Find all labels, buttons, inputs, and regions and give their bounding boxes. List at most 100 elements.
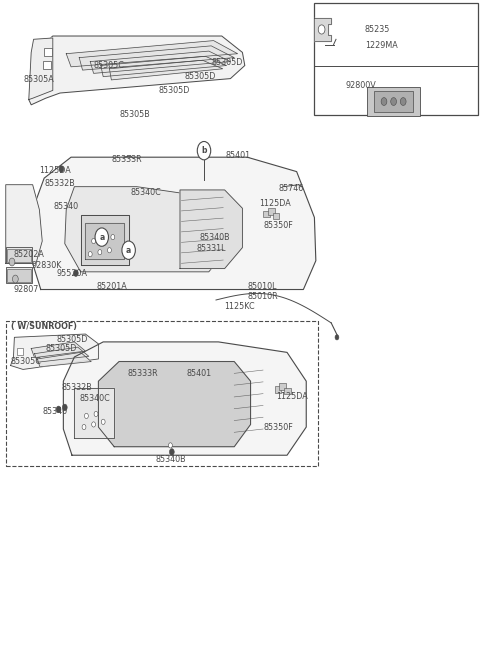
Text: 85305A: 85305A (24, 75, 55, 84)
Bar (6, 267, 32, 283)
Text: 85350F: 85350F (263, 422, 293, 432)
Text: b: b (320, 81, 325, 90)
Text: 85201A: 85201A (97, 282, 128, 291)
Bar (268, 208, 275, 215)
Text: 85010R: 85010R (248, 291, 278, 301)
Circle shape (98, 250, 102, 255)
Text: 85401: 85401 (226, 151, 251, 160)
Polygon shape (314, 18, 331, 41)
Text: 85746: 85746 (278, 184, 304, 193)
Circle shape (59, 166, 64, 172)
Circle shape (400, 98, 406, 105)
Circle shape (101, 419, 105, 424)
Text: 85331L: 85331L (197, 244, 226, 253)
Polygon shape (65, 187, 227, 272)
Text: 85340: 85340 (54, 202, 79, 211)
Text: 1125DA: 1125DA (39, 166, 71, 175)
Bar (314, 3, 478, 115)
Bar (17, 348, 23, 355)
Circle shape (168, 443, 172, 448)
Text: 92800V: 92800V (346, 81, 376, 90)
Text: 85305C: 85305C (11, 357, 41, 366)
Circle shape (88, 252, 92, 257)
Text: 85332B: 85332B (44, 179, 75, 188)
Bar (367, 87, 420, 116)
Text: a: a (322, 9, 326, 18)
Circle shape (94, 411, 98, 417)
Bar (44, 48, 52, 56)
Text: 85340B: 85340B (199, 233, 230, 242)
Text: 92807: 92807 (13, 285, 39, 294)
Text: 1125KC: 1125KC (225, 302, 255, 311)
Polygon shape (79, 46, 234, 70)
Circle shape (111, 234, 115, 240)
Circle shape (12, 275, 18, 283)
Circle shape (92, 238, 96, 244)
Text: 95520A: 95520A (57, 269, 88, 278)
Text: 85333R: 85333R (127, 369, 158, 378)
Polygon shape (98, 362, 251, 447)
Polygon shape (90, 51, 230, 73)
Circle shape (108, 248, 111, 253)
Text: 85202A: 85202A (13, 250, 44, 259)
Text: 85305D: 85305D (46, 344, 77, 353)
Polygon shape (81, 215, 129, 265)
Text: 85340B: 85340B (156, 455, 187, 464)
Polygon shape (101, 56, 227, 77)
Text: 85333R: 85333R (111, 155, 142, 164)
Text: 85305D: 85305D (211, 58, 242, 67)
Polygon shape (66, 41, 238, 67)
Polygon shape (63, 342, 306, 455)
Bar (275, 386, 281, 393)
Text: 85340: 85340 (42, 407, 67, 416)
Text: 85305D: 85305D (57, 335, 88, 344)
Polygon shape (37, 352, 91, 367)
Bar (279, 383, 286, 390)
Text: a: a (99, 233, 104, 242)
Text: 85305B: 85305B (120, 110, 151, 119)
Circle shape (318, 25, 325, 34)
Circle shape (335, 335, 339, 340)
Bar (263, 211, 270, 217)
Bar (7, 249, 31, 262)
Polygon shape (11, 334, 98, 369)
Circle shape (62, 404, 67, 411)
Polygon shape (109, 60, 223, 80)
Bar (7, 269, 31, 282)
Text: 85350F: 85350F (263, 221, 293, 231)
Polygon shape (29, 38, 53, 100)
Bar (43, 61, 51, 69)
Polygon shape (180, 190, 242, 269)
Circle shape (101, 236, 105, 242)
Text: 85401: 85401 (186, 369, 211, 378)
Bar (273, 213, 279, 219)
Text: 85305D: 85305D (158, 86, 190, 95)
Polygon shape (31, 342, 85, 358)
Circle shape (122, 241, 135, 259)
Circle shape (391, 98, 396, 105)
Circle shape (92, 422, 96, 427)
Text: 92830K: 92830K (31, 261, 61, 270)
Circle shape (318, 5, 330, 22)
Text: ( W/SUNROOF): ( W/SUNROOF) (11, 322, 77, 331)
Circle shape (82, 424, 86, 430)
Text: 85340C: 85340C (79, 394, 110, 403)
Text: 85305D: 85305D (185, 72, 216, 81)
Circle shape (9, 258, 15, 266)
Text: a: a (126, 246, 131, 255)
Bar (374, 91, 413, 112)
Polygon shape (6, 185, 42, 263)
Polygon shape (74, 388, 114, 438)
Polygon shape (29, 36, 245, 105)
Bar (284, 388, 291, 394)
Circle shape (381, 98, 387, 105)
Circle shape (56, 406, 61, 413)
Text: 85235: 85235 (365, 25, 390, 34)
Text: 1125DA: 1125DA (259, 198, 291, 208)
Circle shape (316, 77, 329, 94)
Text: 85340C: 85340C (131, 188, 161, 197)
Text: 1125DA: 1125DA (276, 392, 308, 401)
Polygon shape (85, 223, 124, 259)
Text: b: b (201, 146, 207, 155)
Text: 85010L: 85010L (248, 282, 277, 291)
